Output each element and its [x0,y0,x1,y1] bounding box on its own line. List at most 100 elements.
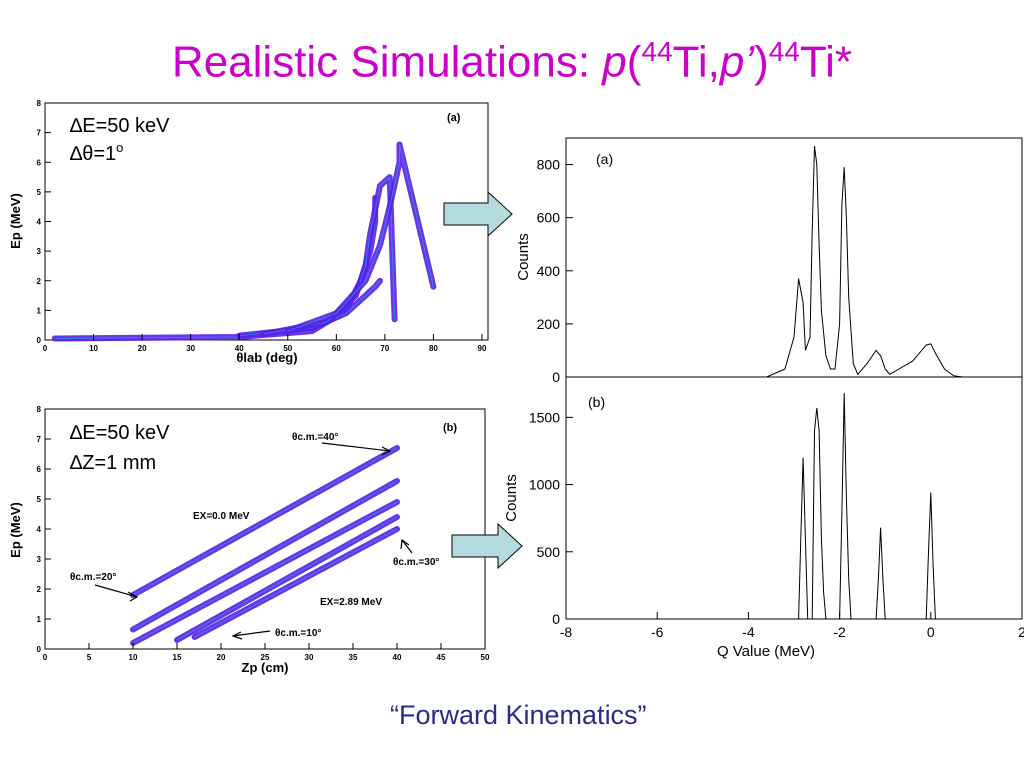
scatter-a-xtick-label-0: 0 [43,344,48,353]
arrow-theta20 [94,584,138,598]
hist-a-ytick-label-0: 0 [552,369,560,385]
scatter-b-panel-label: (b) [443,422,457,434]
hist-b-frame [565,376,1023,620]
scatter-b-xtick-label-8: 40 [393,653,402,662]
scatter-a-xtick-label-2: 20 [138,344,147,353]
scatter-b-xlabel: Zp (cm) [242,660,289,675]
scatter-a-dtheta-label: ∆θ=1o [70,140,123,165]
hist-b-panel: 0 500 1000 1500 -8 -6 -4 -2 0 2 (b) Counts Q Valu… [503,376,1024,660]
scatter-a-frame [44,102,489,341]
scatter-b-xtick-label-2: 10 [129,653,138,662]
hist-b-xlabel: Q Value (MeV) [717,643,815,660]
scatter-b-ytick-label-1: 1 [37,615,42,624]
scatter-a-ytick-label-3: 3 [37,247,42,256]
hist-b-ytick-label-1: 500 [537,544,561,560]
scatter-b-ytick-label-0: 0 [37,645,42,654]
scatter-a-xtick-label-5: 50 [283,344,292,353]
hist-a-axes: 0 200 400 600 800 [537,157,573,385]
scatter-b-xtick-label-5: 25 [261,653,270,662]
scatter-a-xtick-label-4: 40 [235,344,244,353]
scatter-a-xtick-label-6: 60 [332,344,341,353]
hist-b-xtick-label-1: -6 [651,624,664,640]
annotation-arrows [94,442,413,640]
scatter-b-band-core-2 [132,501,398,644]
arrow-theta30-head [400,538,410,550]
scatter-b-ytick-label-7: 7 [37,435,42,444]
scatter-a-ytick-label-2: 2 [37,277,42,286]
scatter-a-axes: 0 10 20 30 40 50 60 70 80 90 0 1 2 3 4 5 6 7 8 [37,99,487,353]
scatter-b-xtick-label-9: 45 [437,653,446,662]
scatter-b-xtick-label-10: 50 [481,653,490,662]
hist-a-ytick-label-1: 200 [537,316,561,332]
arrow-theta40-head [381,446,392,456]
scatter-b-de-label: ∆E=50 keV [70,422,170,444]
scatter-b-dz-label: ∆Z=1 mm [70,452,156,474]
scatter-a-ytick-label-1: 1 [37,306,42,315]
scatter-b-xtick-label-0: 0 [43,653,48,662]
scatter-b-ylabel: Ep (MeV) [8,502,23,558]
annotation-ex0: EX=0.0 MeV [193,511,250,522]
scatter-a-panel: 0 10 20 30 40 50 60 70 80 90 0 1 2 3 4 5 6 7 8 (a) ∆E=50 k… [8,99,489,365]
scatter-b-xtick-label-4: 20 [217,653,226,662]
hist-b-xtick-label-5: 2 [1018,624,1024,640]
scatter-a-ytick-label-0: 0 [37,336,42,345]
scatter-b-ytick-label-2: 2 [37,585,42,594]
hist-b-line [566,393,1022,620]
annotation-ex289: EX=2.89 MeV [320,597,382,608]
hist-a-ylabel: Counts [515,233,532,281]
hist-a-line [566,145,1022,378]
arrow-theta20-head [127,591,139,602]
hist-b-xtick-label-3: -2 [833,624,846,640]
arrow-theta10 [232,630,271,637]
scatter-b-xtick-label-7: 35 [349,653,358,662]
scatter-b-ytick-label-6: 6 [37,465,42,474]
scatter-b-xtick-label-1: 5 [87,653,92,662]
scatter-a-xtick-label-9: 90 [478,344,487,353]
block-arrow-a [443,190,513,238]
scatter-b-band-core-4 [194,528,398,638]
scatter-b-band-core-0 [132,447,398,596]
hist-b-ytick-label-2: 1000 [529,477,560,493]
annotation-theta20: θc.m.=20° [70,572,116,583]
scatter-a-ylabel: Ep (MeV) [8,193,23,249]
hist-a-frame [565,137,1023,378]
arrow-theta10-head [231,631,243,640]
scatter-a-xtick-label-1: 10 [89,344,98,353]
scatter-b-ytick-label-5: 5 [37,495,42,504]
scatter-a-ytick-label-4: 4 [37,218,42,227]
scatter-b-band-core-1 [132,480,398,630]
scatter-a-xlabel: θlab (deg) [236,350,297,365]
hist-b-xtick-label-2: -4 [742,624,755,640]
scatter-b-frame [44,408,486,650]
scatter-a-xtick-label-8: 80 [429,344,438,353]
block-arrow-b [451,522,523,570]
hist-b-ylabel: Counts [503,474,520,522]
scatter-a-ytick-label-5: 5 [37,188,42,197]
scatter-b-bands [130,445,400,646]
hist-a-panel-label: (a) [596,151,613,167]
hist-b-xtick-label-0: -8 [560,624,573,640]
hist-b-axes: 0 500 1000 1500 -8 -6 -4 -2 0 2 [529,409,1024,640]
scatter-a-bands [51,141,437,342]
annotation-theta10: θc.m.=10° [275,628,321,639]
scatter-a-ytick-label-7: 7 [37,129,42,138]
scatter-a-ytick-label-8: 8 [37,99,42,108]
scatter-b-ytick-label-4: 4 [37,525,42,534]
scatter-a-panel-label: (a) [447,112,461,124]
hist-b-panel-label: (b) [588,394,605,410]
scatter-b-ytick-label-3: 3 [37,555,42,564]
scatter-b-ytick-label-8: 8 [37,405,42,414]
arrow-theta40 [321,442,391,452]
hist-b-ytick-label-0: 0 [552,611,560,627]
hist-a-panel: 0 200 400 600 800 (a) Counts [515,137,1023,385]
footer-caption: “Forward Kinematics” [390,700,647,730]
scatter-a-band-core-3 [287,144,434,332]
hist-b-xtick-label-4: 0 [927,624,935,640]
scatter-b-band-core-3 [176,516,398,641]
slide-title: Realistic Simulations: p(44Ti,p’)44Ti* [171,36,853,87]
scatter-a-ytick-label-6: 6 [37,158,42,167]
